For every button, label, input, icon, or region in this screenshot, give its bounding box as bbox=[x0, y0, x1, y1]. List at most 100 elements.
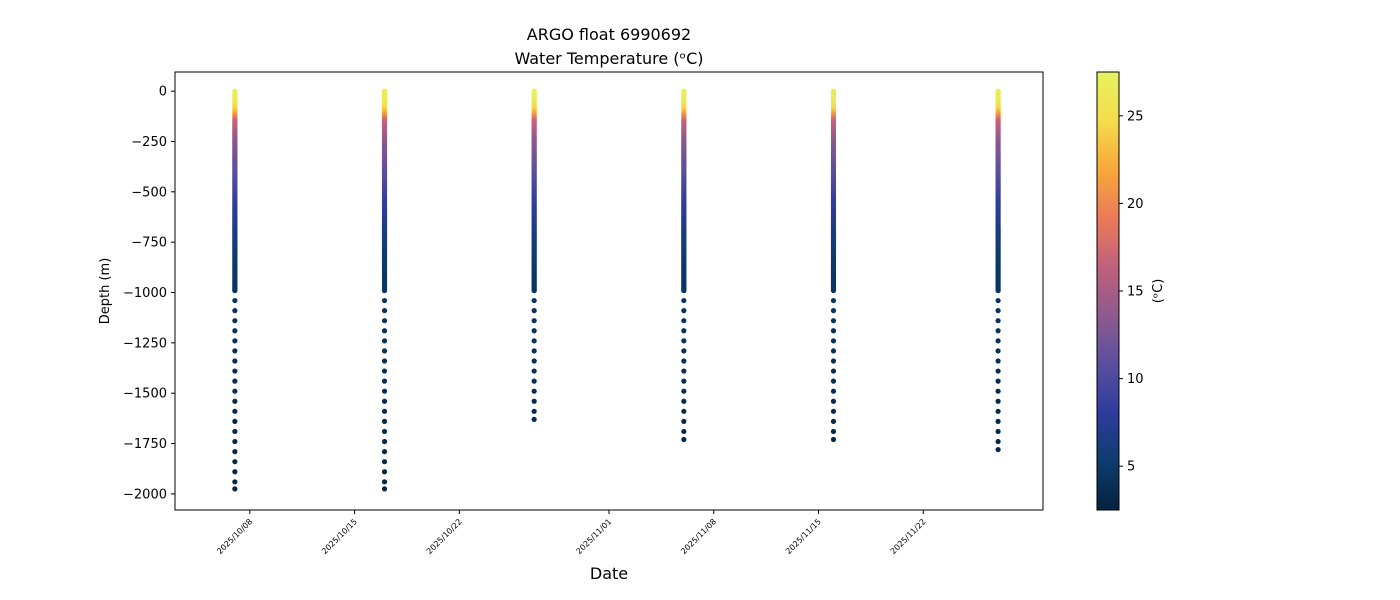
data-point bbox=[995, 348, 1001, 354]
data-point bbox=[381, 486, 388, 492]
colorbar-tick-label: 15 bbox=[1127, 285, 1144, 300]
data-point bbox=[995, 338, 1001, 344]
data-point bbox=[232, 428, 238, 435]
data-point bbox=[531, 297, 537, 304]
data-point bbox=[381, 297, 388, 304]
data-point bbox=[381, 358, 388, 364]
profile-2025-11-16 bbox=[830, 88, 837, 443]
data-point bbox=[381, 318, 388, 324]
data-point bbox=[381, 338, 388, 344]
data-point bbox=[995, 418, 1001, 424]
data-point bbox=[232, 297, 238, 304]
data-point bbox=[381, 328, 388, 334]
data-point bbox=[830, 388, 837, 394]
x-tick-label: 2025/11/22 bbox=[889, 517, 928, 556]
colorbar-axis: 5 10 15 20 25 bbox=[1119, 109, 1144, 475]
data-point bbox=[531, 358, 537, 364]
data-point bbox=[995, 318, 1001, 324]
data-point bbox=[232, 469, 238, 475]
chart-subtitle: Water Temperature (ᵒC) bbox=[514, 49, 703, 68]
data-point bbox=[830, 398, 837, 404]
data-point bbox=[232, 368, 238, 374]
data-point bbox=[681, 318, 687, 324]
profile-2025-11-27 bbox=[995, 88, 1001, 453]
data-point bbox=[232, 438, 238, 445]
x-tick-label: 2025/10/08 bbox=[215, 517, 254, 556]
data-point bbox=[381, 308, 388, 314]
data-point bbox=[531, 378, 537, 384]
colorbar-tick-label: 25 bbox=[1127, 109, 1144, 124]
data-point bbox=[381, 408, 388, 414]
data-point bbox=[232, 398, 238, 404]
data-point bbox=[681, 368, 687, 374]
data-point bbox=[995, 328, 1001, 334]
data-point bbox=[830, 287, 837, 294]
data-point bbox=[995, 388, 1001, 394]
data-point bbox=[830, 328, 837, 334]
data-point bbox=[830, 378, 837, 384]
data-point bbox=[531, 328, 537, 334]
chart-title: ARGO float 6990692 bbox=[527, 25, 691, 44]
data-point bbox=[381, 348, 388, 354]
data-point bbox=[995, 378, 1001, 384]
x-tick-label: 2025/11/01 bbox=[574, 517, 613, 556]
data-point bbox=[232, 318, 238, 324]
colorbar bbox=[1096, 71, 1120, 511]
profile-2025-10-27 bbox=[531, 88, 537, 422]
x-tick-label: 2025/10/15 bbox=[320, 517, 359, 556]
data-point bbox=[381, 418, 388, 424]
data-point bbox=[531, 416, 537, 422]
data-point bbox=[830, 368, 837, 374]
data-point bbox=[681, 436, 687, 443]
data-point bbox=[995, 368, 1001, 374]
data-point bbox=[531, 388, 537, 394]
y-tick-label: −750 bbox=[131, 236, 167, 251]
data-point bbox=[681, 297, 687, 304]
profile-2025-11-06 bbox=[681, 88, 687, 443]
data-point bbox=[232, 449, 238, 455]
data-point bbox=[381, 287, 388, 294]
data-point bbox=[830, 348, 837, 354]
data-point bbox=[232, 308, 238, 314]
data-points bbox=[232, 88, 1001, 492]
data-point bbox=[830, 338, 837, 344]
data-point bbox=[681, 408, 687, 414]
data-point bbox=[531, 368, 537, 374]
y-axis-label: Depth (m) bbox=[98, 258, 113, 325]
data-point bbox=[830, 436, 837, 443]
data-point bbox=[830, 297, 837, 304]
data-point bbox=[830, 318, 837, 324]
data-point bbox=[830, 418, 837, 424]
data-point bbox=[681, 418, 687, 424]
data-point bbox=[995, 438, 1001, 445]
colorbar-tick-label: 10 bbox=[1127, 372, 1144, 387]
data-point bbox=[381, 368, 388, 374]
data-point bbox=[381, 378, 388, 384]
data-point bbox=[531, 308, 537, 314]
data-point bbox=[681, 287, 687, 294]
data-point bbox=[995, 308, 1001, 314]
colorbar-tick-label: 20 bbox=[1127, 197, 1144, 212]
y-tick-label: 0 bbox=[159, 85, 167, 100]
data-point bbox=[681, 398, 687, 404]
y-tick-label: −500 bbox=[131, 185, 167, 200]
data-point bbox=[381, 428, 388, 435]
data-point bbox=[232, 408, 238, 414]
colorbar-tick-label: 5 bbox=[1127, 460, 1135, 475]
data-point bbox=[995, 297, 1001, 304]
data-point bbox=[531, 348, 537, 354]
data-point bbox=[232, 348, 238, 354]
data-point bbox=[232, 479, 238, 485]
data-point bbox=[830, 358, 837, 364]
data-point bbox=[232, 388, 238, 394]
data-point bbox=[681, 328, 687, 334]
data-point bbox=[232, 459, 238, 465]
data-point bbox=[531, 287, 537, 294]
x-axis: 2025/10/08 2025/10/15 2025/10/22 2025/11/01… bbox=[215, 510, 928, 556]
y-axis: 0 −250 −500 −750 −1000 −1250 −1500 −1750 −2000 bbox=[123, 85, 175, 502]
data-point bbox=[381, 469, 388, 475]
data-point bbox=[995, 408, 1001, 414]
x-axis-label: Date bbox=[590, 564, 628, 583]
data-point bbox=[232, 328, 238, 334]
